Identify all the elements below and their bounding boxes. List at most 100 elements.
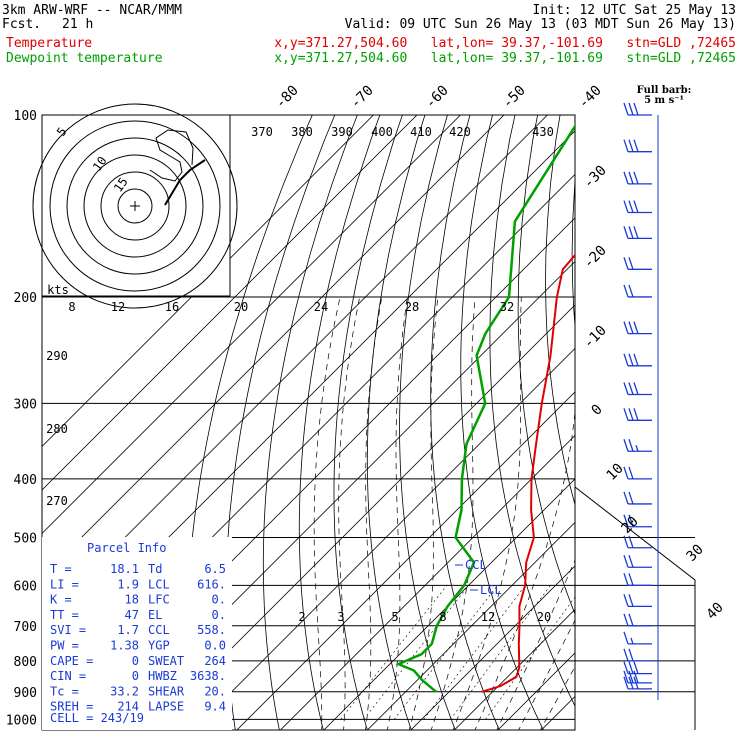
- temperature-curve: [481, 253, 575, 693]
- wind-barb: [623, 631, 652, 645]
- isotherm-right-label: 20: [619, 514, 642, 537]
- moist-adiabat: [386, 296, 408, 730]
- moist-adiabat: [540, 665, 575, 730]
- wind-barb: [623, 102, 652, 116]
- parcel-value: 33.2: [110, 684, 139, 698]
- annotation-label: CCL: [465, 558, 487, 572]
- dry-adiabat: [430, 115, 500, 730]
- parcel-value: 0.: [212, 608, 226, 622]
- wind-barb: [623, 535, 652, 549]
- hodograph-ring-label: 10: [90, 154, 110, 174]
- parcel-key: PW =: [50, 639, 79, 653]
- isotherm-line: [366, 521, 575, 730]
- wind-barb: [623, 200, 652, 214]
- parcel-value: 1.9: [117, 577, 139, 591]
- theta-label: 380: [291, 125, 313, 139]
- parcel-key: SREH =: [50, 700, 93, 714]
- parcel-value: 264: [204, 654, 226, 668]
- full-barb-label: Full barb:: [637, 85, 692, 96]
- hodograph-ring: [83, 154, 187, 258]
- wind-barb: [623, 171, 652, 185]
- parcel-info-title: Parcel Info: [87, 541, 166, 555]
- isotherm-line: [583, 87, 740, 732]
- isotherm-top-label: -50: [500, 83, 529, 112]
- wind-barb: [623, 648, 652, 662]
- dry-adiabat: [718, 87, 740, 732]
- sounding-curves: [395, 124, 575, 693]
- hodograph-speed-label: kts: [47, 283, 69, 297]
- wind-barb: [623, 353, 652, 367]
- hodograph-speed-label: 8: [68, 300, 75, 314]
- mixing-ratio-line: [393, 585, 498, 720]
- hodograph-ring: [117, 188, 153, 224]
- pressure-tick-label: 400: [14, 473, 37, 488]
- isotherm-line: [149, 304, 575, 730]
- hodograph-ring: [49, 120, 221, 292]
- theta-label: 410: [410, 125, 432, 139]
- wind-barb: [623, 594, 652, 607]
- parcel-key: Td: [148, 562, 162, 576]
- dry-adiabat: [262, 115, 358, 730]
- dry-adiabat: [460, 115, 544, 730]
- parcel-value: 20.: [204, 684, 226, 698]
- dry-adiabat: [648, 87, 740, 732]
- moist-adiabat: [365, 296, 383, 730]
- pressure-tick-label: 600: [14, 579, 37, 594]
- parcel-info-panel: Parcel Info T = 18.1 Td 6.5 LI = 1.9 LCL 616. K …: [42, 537, 232, 730]
- forecast-hours: 21 h: [62, 17, 93, 32]
- wind-barb: [623, 284, 652, 298]
- parcel-key: CIN =: [50, 669, 86, 683]
- isotherm-top-label: -80: [273, 83, 302, 112]
- isotherm-right-label: -10: [581, 323, 610, 352]
- moist-adiabat: [338, 296, 361, 730]
- wind-barb: [623, 676, 652, 690]
- legend-temperature-info: x,y=371.27,504.60 lat,lon= 39.37,-101.69…: [274, 36, 736, 51]
- init-time: Init: 12 UTC Sat 25 May 13: [533, 3, 737, 18]
- full-barb-value: 5 m s⁻¹: [644, 95, 684, 106]
- dewpoint-curve: [395, 124, 575, 693]
- dry-adiabat: [333, 115, 403, 730]
- valid-time: Valid: 09 UTC Sun 26 May 13 (03 MDT Sun …: [345, 17, 736, 32]
- hodograph-ring: [32, 103, 238, 309]
- theta-label: 420: [449, 125, 471, 139]
- isotherm-right-label: 0: [589, 402, 606, 419]
- parcel-value: 18.1: [110, 562, 139, 576]
- mixing-ratio-line: [485, 596, 575, 720]
- wind-barb: [623, 555, 652, 568]
- parcel-value: 1.38: [110, 639, 139, 653]
- moist-adiabat: [408, 296, 439, 730]
- isotherm-right-label: -30: [581, 163, 610, 192]
- parcel-key: YGP: [148, 639, 170, 653]
- parcel-key: LCL: [148, 577, 170, 591]
- isotherm-line: [410, 565, 575, 730]
- hodograph-trace: [164, 159, 206, 206]
- wind-barb-column: [623, 102, 659, 700]
- theta-label: 280: [46, 422, 68, 436]
- forecast-label: Fcst.: [2, 17, 41, 32]
- hodograph-speed-label: 24: [314, 300, 328, 314]
- parcel-key: CCL: [148, 623, 170, 637]
- theta-label: 400: [371, 125, 393, 139]
- parcel-value: 47: [125, 608, 139, 622]
- legend-dewpoint-name: Dewpoint temperature: [6, 51, 163, 66]
- parcel-key: LFC: [148, 593, 170, 607]
- isotherm-line: [42, 115, 461, 534]
- theta-label: 270: [46, 494, 68, 508]
- dry-adiabat: [298, 115, 381, 730]
- parcel-key: TT =: [50, 608, 79, 622]
- moist-adiabat: [430, 296, 476, 730]
- wind-barb: [623, 257, 652, 270]
- mixing-ratio-label: 5: [391, 610, 398, 624]
- mixing-ratio-label: 8: [439, 610, 446, 624]
- isotherm-top-label: -70: [348, 83, 377, 112]
- parcel-value: 6.5: [204, 562, 226, 576]
- wind-barb: [623, 321, 652, 335]
- hodograph-speed-label: 12: [111, 300, 125, 314]
- parcel-value: 214: [117, 700, 139, 714]
- theta-label: 370: [251, 125, 273, 139]
- dry-adiabat: [672, 87, 740, 732]
- isotherm-line: [279, 434, 575, 730]
- plot-frame: [41, 114, 576, 731]
